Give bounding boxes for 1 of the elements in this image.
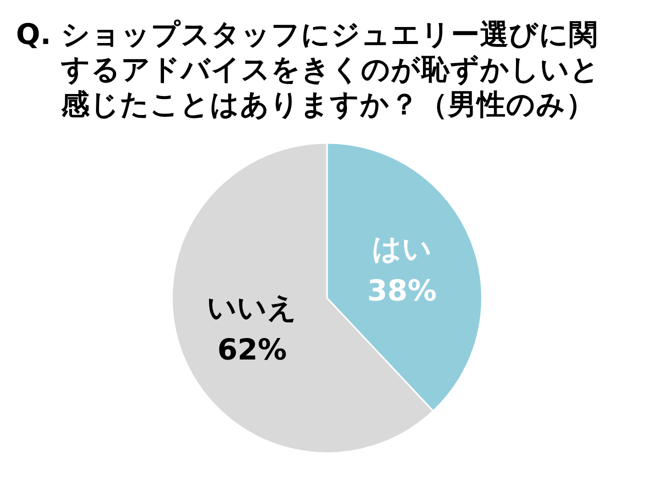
title: Q. ショップスタッフにジュエリー選びに関するアドバイスをきくのが恥ずかしいと感じたことはありますか？（男性のみ） [16,18,600,121]
